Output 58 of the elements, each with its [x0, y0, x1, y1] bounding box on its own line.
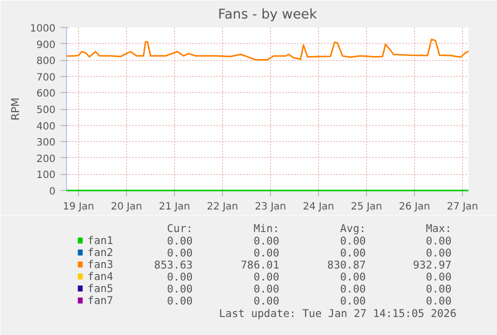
text: 0.00	[426, 294, 452, 308]
chart-title: Fans - by week	[218, 8, 318, 22]
y-tick-label: 300	[36, 138, 56, 149]
x-tick-label: 23 Jan	[254, 202, 286, 212]
text: 0.00	[167, 246, 193, 260]
text: 0.00	[167, 294, 193, 308]
legend-label: fan2	[88, 246, 114, 259]
text: 932.97	[413, 258, 452, 272]
text: 830.87	[327, 258, 366, 272]
x-tick-label: 21 Jan	[158, 202, 190, 212]
legend-label: fan5	[88, 282, 114, 295]
text: 0.00	[340, 270, 366, 284]
text: 0.00	[167, 282, 193, 296]
text: 853.63	[154, 258, 193, 272]
text: Min:	[254, 222, 280, 235]
legend-label: fan4	[88, 270, 114, 283]
x-tick-label: 20 Jan	[110, 202, 142, 212]
text: 0.00	[426, 270, 452, 284]
x-tick-label: 24 Jan	[302, 202, 334, 212]
y-tick-label: 500	[36, 105, 56, 116]
line-series	[66, 38, 470, 61]
text: Max:	[426, 222, 452, 235]
text: 0.00	[167, 270, 193, 284]
y-tick-label: 400	[36, 121, 56, 132]
text: 0.00	[254, 234, 280, 248]
text: 0.00	[340, 294, 366, 308]
text: Last update: Tue Jan 27 14:15:05 2026	[218, 307, 456, 320]
x-tick-label: 26 Jan	[398, 202, 430, 212]
legend-label: fan7	[88, 294, 114, 307]
x-tick-label: 25 Jan	[350, 202, 382, 212]
y-tick-label: 600	[36, 88, 56, 100]
legend-label: fan3	[88, 258, 114, 271]
y-tick-label: 800	[36, 56, 56, 68]
text: 0.00	[167, 234, 193, 248]
text: 0.00	[254, 294, 280, 308]
y-tick-label: 100	[36, 170, 56, 182]
text: 0.00	[426, 246, 452, 260]
text: 0.00	[254, 246, 280, 260]
text: Avg:	[340, 222, 366, 235]
y-axis-title: RPM	[9, 97, 22, 121]
y-tick-label: 900	[36, 40, 56, 51]
y-tick-label: 200	[36, 154, 56, 165]
text: 0.00	[254, 282, 280, 296]
x-tick-label: 27 Jan	[446, 202, 478, 212]
y-tick-label: 0	[49, 186, 56, 198]
text: 0.00	[340, 246, 366, 260]
text: 0.00	[426, 234, 452, 248]
text: 0.00	[426, 282, 452, 296]
x-tick-label: 19 Jan	[62, 202, 94, 212]
text: 786.01	[240, 258, 280, 272]
text: Cur:	[167, 222, 193, 235]
legend-label: fan1	[88, 234, 114, 247]
text: 0.00	[254, 270, 280, 284]
text: 0.00	[340, 234, 366, 248]
y-tick-label: 700	[36, 72, 56, 84]
x-tick-label: 22 Jan	[206, 202, 238, 212]
text: 0.00	[340, 282, 366, 296]
y-tick-label: 1000	[30, 24, 56, 34]
